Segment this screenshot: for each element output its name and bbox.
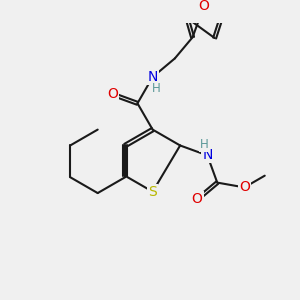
Text: O: O: [239, 180, 250, 194]
Text: N: N: [148, 70, 158, 84]
Text: H: H: [152, 82, 160, 95]
Text: O: O: [199, 0, 209, 13]
Text: S: S: [148, 185, 157, 199]
Text: O: O: [107, 87, 118, 101]
Text: H: H: [200, 138, 208, 151]
Text: O: O: [192, 193, 203, 206]
Text: N: N: [202, 148, 212, 162]
